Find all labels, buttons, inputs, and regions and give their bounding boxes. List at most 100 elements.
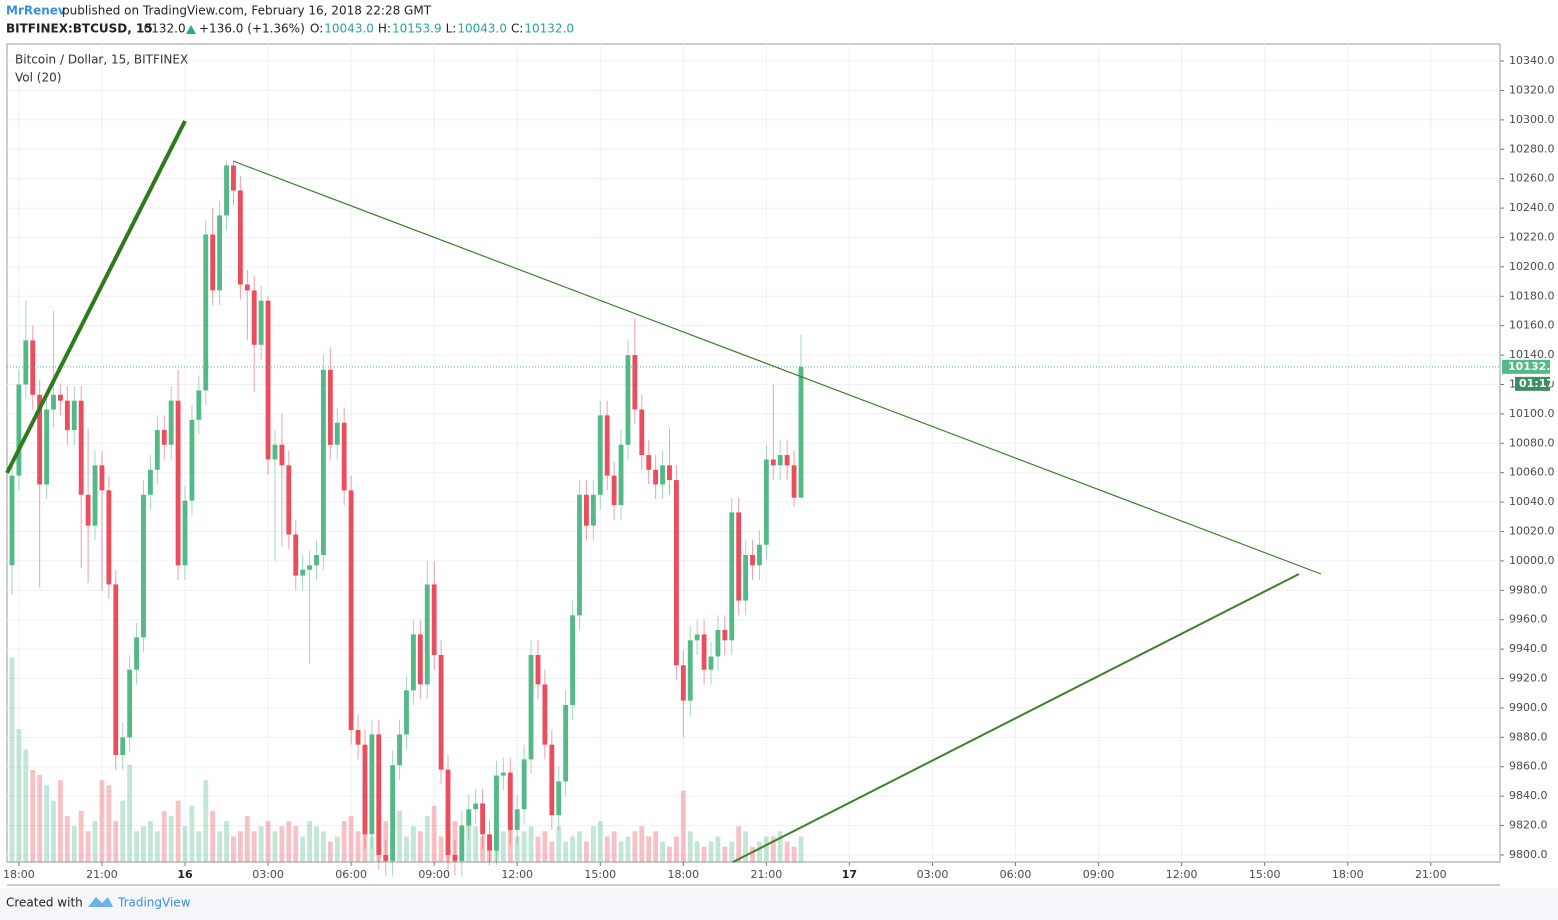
candle-body — [58, 394, 63, 401]
x-tick-label: 03:00 — [252, 868, 284, 881]
ohlc-key: O: — [310, 22, 323, 36]
countdown: 01:17 — [1519, 377, 1554, 390]
candle-body — [618, 444, 624, 506]
y-tick-label: 10160.0 — [1509, 319, 1555, 332]
pane-border — [6, 43, 1501, 863]
x-tick-label: 21:00 — [1415, 868, 1447, 881]
candle-body — [154, 430, 160, 470]
candle-body — [376, 734, 382, 855]
x-tick-label: 06:00 — [1000, 868, 1032, 881]
candle-body — [514, 809, 520, 830]
volume-bar — [549, 841, 555, 862]
candle-body — [85, 494, 91, 526]
x-tick-label: 17 — [842, 868, 857, 881]
volume-bar — [632, 831, 638, 862]
volume-bar — [203, 780, 209, 862]
volume-bar — [708, 841, 714, 862]
volume-bar — [660, 841, 665, 862]
candle-body — [9, 475, 15, 566]
up-arrow — [186, 25, 196, 34]
volume-bar — [16, 729, 22, 862]
volume-bar — [37, 775, 43, 862]
volume-bar — [127, 764, 133, 862]
candle-body — [625, 355, 631, 445]
candle-body — [452, 854, 458, 861]
volume-bar — [237, 831, 243, 862]
candle-body — [300, 569, 306, 576]
volume-bar — [404, 836, 409, 862]
y-tick-label: 10240.0 — [1509, 201, 1555, 214]
candle-body — [750, 555, 755, 566]
y-tick-label: 10000.0 — [1509, 554, 1555, 567]
volume-bar — [680, 790, 686, 862]
candle-body — [431, 584, 437, 656]
candle-body — [673, 480, 679, 666]
volume-bar — [611, 831, 617, 862]
candle-body — [784, 455, 790, 466]
candle-body — [334, 422, 340, 445]
candle-body — [487, 834, 492, 851]
y-tick-label: 10300.0 — [1509, 113, 1555, 126]
volume-bar — [729, 841, 735, 862]
candle-body — [175, 400, 181, 566]
volume-bar — [71, 826, 77, 862]
candle-body — [23, 340, 29, 385]
volume-bar — [570, 836, 576, 862]
candle-body — [51, 394, 56, 410]
candle-body — [92, 465, 98, 526]
candle-body — [708, 656, 714, 670]
volume-bar — [224, 821, 229, 862]
last-price-box — [1502, 359, 1550, 374]
candle-body — [99, 465, 105, 491]
volume-bar — [694, 841, 700, 862]
candle-body — [466, 809, 472, 826]
candle-body — [563, 704, 569, 782]
volume-bar — [161, 810, 167, 862]
candle-body — [729, 512, 735, 641]
volume-bar — [272, 831, 278, 862]
volume-bar — [307, 821, 313, 862]
ohlc-value: 10153.9 — [392, 22, 442, 36]
y-tick-label: 9860.0 — [1509, 760, 1548, 773]
created-with: Created with — [6, 896, 83, 910]
volume-bar — [196, 831, 202, 862]
y-tick-label: 9920.0 — [1509, 672, 1548, 685]
volume-bar — [625, 836, 631, 862]
candle-body — [293, 534, 299, 576]
volume-bar — [777, 831, 783, 862]
candle-body — [556, 781, 562, 816]
volume-bar — [417, 831, 423, 862]
volume-bar — [480, 836, 486, 862]
y-tick-label: 10200.0 — [1509, 260, 1555, 273]
volume-bar — [687, 831, 693, 862]
y-tick-label: 9820.0 — [1509, 819, 1548, 832]
ohlc: O: 10043.0 H: 10153.9 L: 10043.0 C: 10132.0 — [310, 22, 574, 36]
logo — [88, 897, 113, 907]
volume-bar — [210, 810, 216, 862]
volume-bar — [715, 836, 721, 862]
candle-body — [16, 384, 22, 476]
volume-bar — [258, 826, 264, 862]
volume-bar — [327, 841, 333, 862]
volume-bar — [646, 836, 652, 862]
volume-bar — [770, 836, 776, 862]
candle-body — [763, 459, 769, 545]
candle-body — [680, 665, 686, 701]
brand[interactable]: TradingView — [117, 896, 191, 910]
volume-bar — [286, 821, 292, 862]
candle-body — [798, 366, 804, 498]
candle-body — [217, 215, 223, 291]
candle-body — [694, 634, 700, 641]
candle-body — [390, 765, 396, 861]
y-tick-label: 10220.0 — [1509, 230, 1555, 243]
volume-bar — [473, 826, 479, 862]
volume-bar — [314, 826, 319, 862]
candle-body — [417, 634, 423, 685]
x-tick-label: 18:00 — [667, 868, 699, 881]
candle-body — [168, 400, 174, 445]
candle-body — [286, 465, 292, 535]
axes: 9800.0 9820.0 9840.0 9860.0 9880.0 9900.0 9920… — [3, 54, 1558, 881]
volume-bar — [701, 846, 707, 862]
candle-body — [64, 400, 70, 431]
